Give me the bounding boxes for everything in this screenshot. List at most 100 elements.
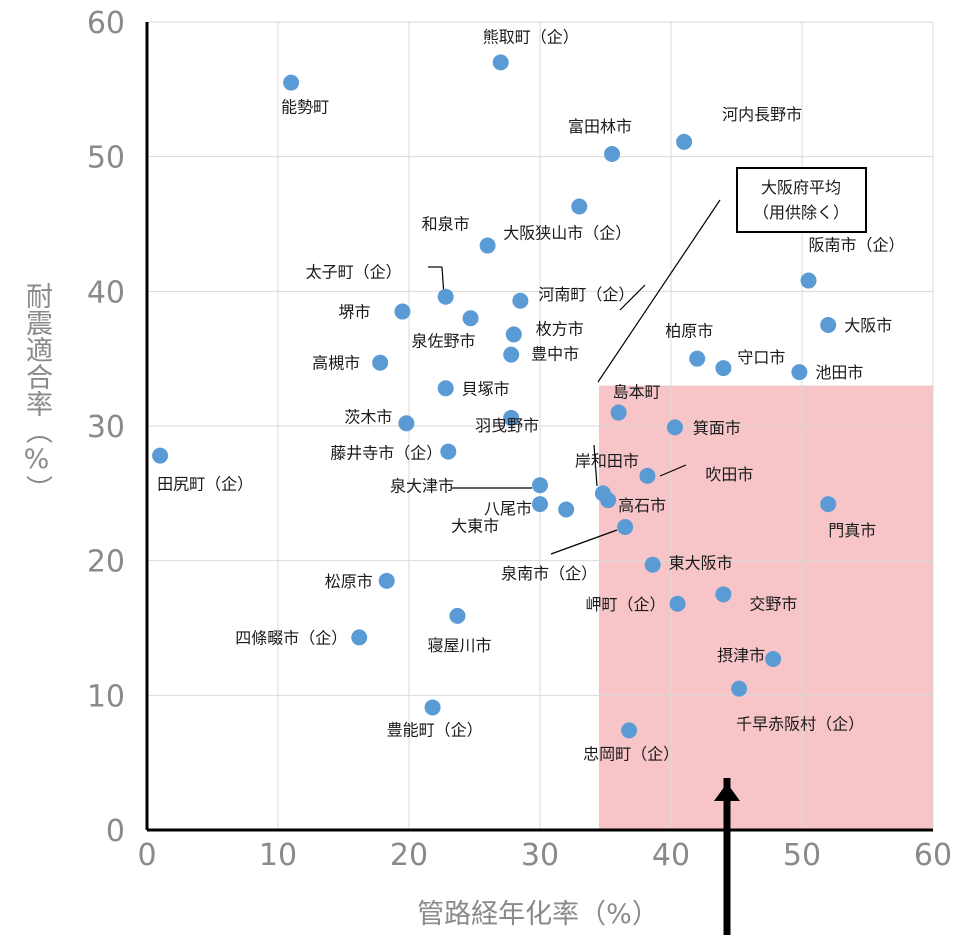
data-point bbox=[505, 326, 522, 343]
data-point bbox=[152, 447, 169, 464]
data-point bbox=[351, 629, 368, 646]
data-point-label: 泉南市（企） bbox=[501, 564, 597, 583]
data-point-label: 大阪狭山市（企） bbox=[503, 223, 631, 242]
data-point-label: 吹田市 bbox=[705, 465, 753, 484]
data-point-label: 摂津市 bbox=[717, 646, 765, 665]
data-point bbox=[604, 145, 621, 162]
data-point bbox=[503, 409, 520, 426]
data-point-label: 大阪市 bbox=[844, 316, 892, 335]
data-point-label: 池田市 bbox=[815, 363, 863, 382]
grid-layer bbox=[147, 21, 934, 830]
data-point-label: 能勢町 bbox=[281, 98, 329, 117]
data-point-label: 交野市 bbox=[749, 594, 797, 613]
data-point-label: 千早赤阪村（企） bbox=[736, 715, 864, 734]
leader-line bbox=[619, 284, 646, 311]
axis-layer: 0 10 20 30 40 50 60 0 10 20 30 40 50 60 bbox=[87, 6, 952, 873]
data-point bbox=[800, 272, 817, 289]
data-point-label: 東大阪市 bbox=[669, 554, 733, 573]
leader-line bbox=[593, 444, 598, 487]
data-point bbox=[791, 364, 808, 381]
leader-line bbox=[597, 199, 721, 383]
y-tick-label: 50 bbox=[87, 141, 125, 176]
data-point bbox=[715, 586, 732, 603]
data-point bbox=[440, 443, 457, 460]
data-point-label: 羽曳野市 bbox=[475, 416, 539, 435]
data-point-label: 和泉市 bbox=[422, 215, 470, 234]
data-point bbox=[676, 133, 693, 150]
data-point-label: 豊能町（企） bbox=[387, 720, 483, 739]
average-callout-box bbox=[736, 167, 867, 233]
data-point bbox=[512, 292, 529, 309]
data-point bbox=[715, 360, 732, 377]
data-point-label: 枚方市 bbox=[536, 319, 584, 338]
data-point bbox=[479, 237, 496, 254]
data-point bbox=[731, 680, 748, 697]
data-point-label: 松原市 bbox=[325, 572, 373, 591]
data-point-label: 熊取町（企） bbox=[483, 27, 579, 46]
data-point-label: 高石市 bbox=[618, 496, 666, 515]
data-point bbox=[689, 350, 706, 367]
data-point bbox=[449, 607, 466, 624]
data-point bbox=[621, 722, 638, 739]
annotation-layer: 大阪府平均 （用供除く） bbox=[714, 167, 867, 935]
data-point bbox=[532, 496, 548, 513]
data-point-label: 藤井寺市（企） bbox=[330, 444, 442, 463]
average-callout-line-1: 大阪府平均 bbox=[761, 178, 841, 197]
data-point bbox=[462, 310, 479, 327]
data-point-label: 大東市 bbox=[451, 516, 499, 535]
data-point-label: 島本町 bbox=[613, 383, 661, 402]
data-point-label: 豊中市 bbox=[531, 345, 579, 364]
x-tick-label: 60 bbox=[914, 838, 952, 873]
y-tick-label: 40 bbox=[87, 275, 125, 310]
arrow-head-icon bbox=[714, 783, 740, 801]
data-point bbox=[283, 74, 300, 91]
data-point bbox=[503, 346, 520, 363]
data-point-label: 岸和田市 bbox=[575, 451, 639, 470]
data-point-label: 富田林市 bbox=[568, 117, 632, 136]
data-point bbox=[492, 54, 509, 71]
x-tick-label: 40 bbox=[652, 838, 690, 873]
data-point bbox=[437, 380, 454, 397]
x-tick-label: 10 bbox=[259, 838, 297, 873]
data-point-label: 寝屋川市 bbox=[427, 636, 491, 655]
data-point-label: 箕面市 bbox=[693, 418, 741, 437]
y-tick-label: 30 bbox=[87, 410, 125, 445]
data-point-label: 忠岡町（企） bbox=[583, 744, 679, 763]
data-point-label: 岬町（企） bbox=[586, 595, 666, 614]
data-point bbox=[532, 477, 548, 494]
x-axis-title: 管路経年化率（%） bbox=[417, 899, 659, 930]
data-point bbox=[765, 650, 782, 667]
x-tick-label: 30 bbox=[521, 838, 559, 873]
data-point-label: 堺市 bbox=[338, 303, 370, 322]
data-point-label: 太子町（企） bbox=[306, 263, 402, 282]
data-point-label: 高槻市 bbox=[312, 354, 360, 373]
x-tick-label: 0 bbox=[137, 838, 156, 873]
y-tick-label: 10 bbox=[87, 679, 125, 714]
highlight-layer bbox=[598, 385, 933, 830]
x-tick-label: 50 bbox=[783, 838, 821, 873]
data-point bbox=[571, 198, 588, 215]
data-point-label: 河南町（企） bbox=[538, 285, 634, 304]
data-point bbox=[558, 501, 575, 518]
data-point bbox=[424, 699, 441, 716]
x-tick-label: 20 bbox=[390, 838, 428, 873]
data-point bbox=[378, 572, 395, 589]
data-point-label: 柏原市 bbox=[665, 322, 713, 341]
point-layer bbox=[152, 54, 837, 739]
data-point-label: 泉佐野市 bbox=[412, 331, 476, 350]
data-point bbox=[398, 415, 415, 432]
data-point-label: 四條畷市（企） bbox=[235, 628, 347, 647]
y-axis-title: 耐震適合率（%） bbox=[21, 282, 52, 502]
data-point bbox=[600, 492, 617, 509]
data-point-label: 阪南市（企） bbox=[809, 236, 905, 255]
data-point bbox=[666, 419, 683, 436]
data-point-label: 八尾市 bbox=[484, 499, 532, 518]
leader-line bbox=[550, 529, 618, 555]
data-point bbox=[820, 496, 837, 513]
data-point-label: 田尻町（企） bbox=[157, 475, 253, 494]
data-point bbox=[394, 303, 411, 320]
data-point-label: 貝塚市 bbox=[462, 379, 510, 398]
data-point-label: 守口市 bbox=[737, 348, 785, 367]
